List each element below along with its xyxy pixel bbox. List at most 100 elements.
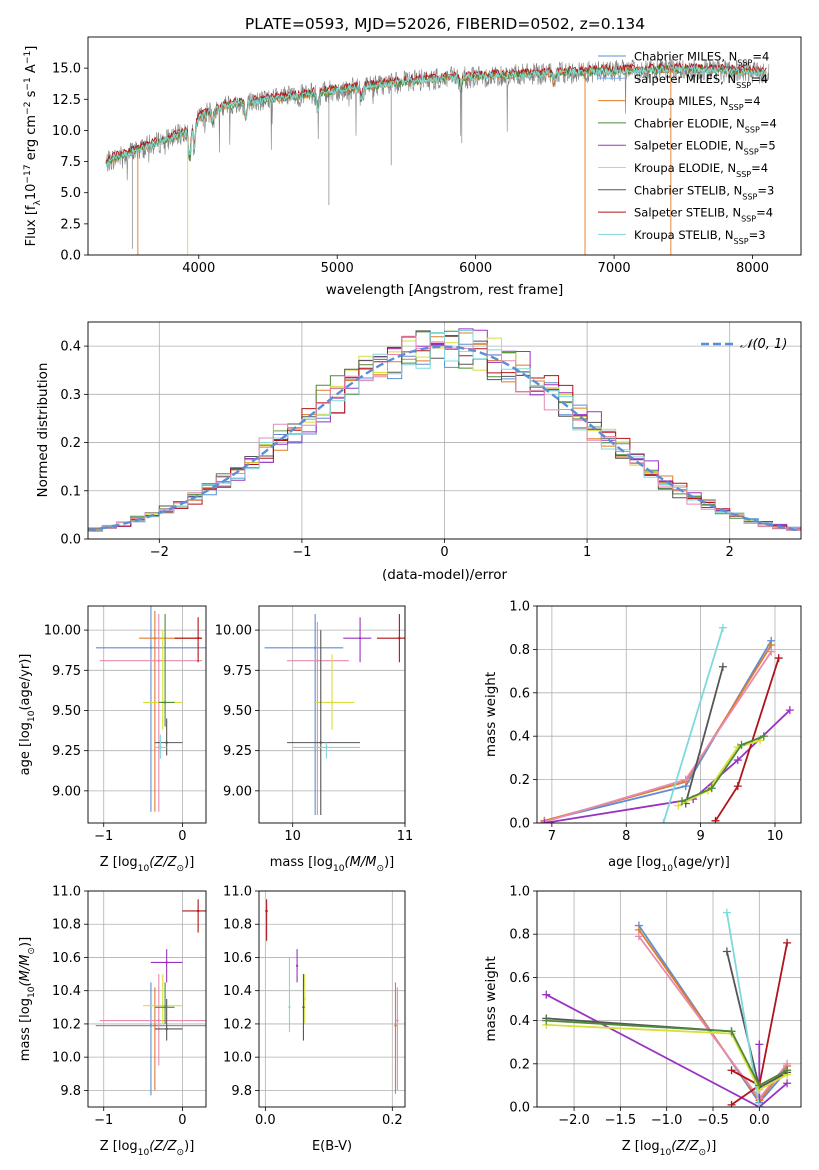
- y-axis-label-part: −17: [23, 164, 33, 183]
- legend-entry-part: SSP: [741, 214, 756, 223]
- plus-marker: [718, 623, 727, 632]
- x-tick-label: 2: [726, 545, 734, 560]
- y-axis-label-part: )]: [18, 937, 33, 947]
- series-line: [677, 739, 761, 807]
- y-axis-label-part: ⊙: [27, 947, 37, 955]
- axes-frame: [536, 605, 802, 824]
- x-axis-label-part: (age/yr)]: [673, 855, 730, 870]
- legend-entry-part: =3: [749, 228, 766, 242]
- legend-entry-part: =5: [759, 139, 776, 153]
- series-line: [681, 735, 765, 803]
- age_vs_mass-plot-area: [264, 614, 405, 815]
- y-tick-label: 7.5: [60, 155, 81, 170]
- plus-marker: [678, 797, 687, 806]
- legend-entry-part: SSP: [729, 103, 744, 112]
- y-axis-label: mass [log10(M/M⊙)]: [18, 937, 37, 1061]
- plus-marker: [722, 947, 731, 956]
- y-axis-label-part: s: [24, 90, 39, 101]
- data-point: [295, 964, 299, 967]
- axes-frame: [87, 36, 802, 256]
- x-axis-label-part: mass [log: [270, 855, 333, 870]
- y-tick-label: 9.50: [52, 704, 81, 719]
- x-axis-label-part: ⊙: [177, 864, 185, 874]
- data-point: [394, 1024, 397, 1027]
- mass_vs_Z-panel: −1 09.810.010.210.410.610.811.0Z [log10(Z…: [18, 885, 207, 1158]
- y-tick-label: 9.8: [231, 1084, 252, 1099]
- y-axis-label-part: 10: [27, 710, 37, 722]
- mass_vs_Z-plot-area: [95, 899, 206, 1096]
- data-point: [165, 1027, 168, 1031]
- x-axis-label-part: 10: [138, 864, 150, 874]
- legend-entry-part: =4: [744, 94, 761, 108]
- y-axis-label: mass weight: [483, 956, 499, 1041]
- spectrum-panel: 4000 5000 6000 7000 8000 0.0 2.5 5.0 7.5 10.0 12.5…: [23, 36, 802, 298]
- x-axis-label-part: ⊙: [177, 1148, 185, 1158]
- x-tick-label: 8: [622, 829, 630, 844]
- legend-entry-part: =4: [751, 72, 768, 86]
- y-axis-label-part: mass [log: [18, 998, 33, 1061]
- y-axis-label-part: (age/yr)]: [18, 654, 33, 711]
- legend-entry-part: Chabrier MILES, N: [634, 50, 737, 64]
- x-tick-label: 4000: [182, 261, 215, 276]
- y-tick-label: 12.5: [52, 93, 81, 108]
- y-tick-label: 5.0: [60, 186, 81, 201]
- x-tick-label: −1: [94, 829, 113, 844]
- y-tick-label: 9.00: [223, 784, 252, 799]
- x-tick-label: 0: [178, 1113, 186, 1128]
- plus-marker: [774, 654, 783, 663]
- x-axis-label-part: 10: [138, 1148, 150, 1158]
- y-tick-label: 10.0: [52, 124, 81, 139]
- legend-entry-part: SSP: [736, 170, 751, 179]
- legend-entry-part: Chabrier ELODIE, N: [634, 116, 745, 130]
- legend-entry-part: SSP: [734, 236, 749, 245]
- data-point: [196, 636, 200, 640]
- legend-entry-part: SSP: [737, 58, 752, 67]
- y-tick-label: 0.8: [509, 928, 530, 943]
- y-axis-label: Normed distribution: [35, 363, 51, 498]
- legend-entry: Kroupa ELODIE, NSSP=4: [634, 161, 768, 179]
- y-tick-label: 10.6: [52, 951, 81, 966]
- y-tick-label: 0.0: [509, 1101, 530, 1116]
- plus-marker: [733, 756, 742, 765]
- data-point: [165, 741, 168, 744]
- y-axis-label-part: (M/M: [18, 955, 33, 987]
- axes-frame: [87, 605, 207, 824]
- y-axis-label-part: Flux [f: [24, 205, 39, 246]
- mass_vs_ebv-panel: 0.0 0.2 9.8 10.0 10.2 10.4 10.6 10.8 11.0 E(B-V): [223, 885, 406, 1154]
- x-axis-label: E(B-V): [312, 1139, 352, 1154]
- data-point: [325, 746, 328, 749]
- y-tick-label: 10.2: [52, 1017, 81, 1032]
- plus-marker: [727, 1100, 736, 1107]
- y-tick-label: 2.5: [60, 217, 81, 232]
- plus-marker: [755, 1081, 764, 1090]
- plus-marker: [681, 775, 690, 784]
- legend-entry: 𝒩(0, 1): [740, 337, 787, 352]
- x-tick-label: −1.0: [651, 1113, 683, 1128]
- series-line: [684, 666, 724, 804]
- data-point: [302, 1006, 305, 1009]
- data-point: [398, 636, 401, 640]
- data-point: [157, 1019, 160, 1022]
- y-axis-label-part: −2: [23, 102, 33, 115]
- legend-entry: Chabrier MILES, NSSP=4: [634, 50, 769, 68]
- legend-entry: Chabrier ELODIE, NSSP=4: [634, 116, 777, 133]
- x-axis-label-part: ⊙: [376, 864, 384, 874]
- y-tick-label: 0.1: [60, 484, 81, 499]
- x-tick-label: 1: [583, 545, 591, 560]
- y-tick-label: 10.8: [52, 918, 81, 933]
- x-tick-label: −1.5: [605, 1113, 637, 1128]
- x-tick-label: 7000: [598, 261, 631, 276]
- plus-marker: [783, 1066, 792, 1075]
- legend-entry-part: Salpeter MILES, N: [634, 72, 736, 86]
- massweight_vs_Z-panel: −2.0 −1.5 −1.0 −0.5 0.0 0.0 0.2 0.4 0.6 0.8 1.0 Z […: [483, 885, 802, 1158]
- x-axis-label-part: 10: [660, 1148, 672, 1158]
- y-tick-label: 0.4: [509, 1014, 530, 1029]
- figure-title: PLATE=0593, MJD=52026, FIBERID=0502, z=0…: [245, 15, 645, 33]
- data-point: [153, 1024, 157, 1027]
- y-axis-label: mass weight: [483, 672, 499, 757]
- x-tick-label: −1: [94, 1113, 113, 1128]
- y-tick-label: 10.0: [52, 1051, 81, 1066]
- legend-entry: Salpeter ELODIE, NSSP=5: [634, 139, 776, 157]
- y-tick-label: 10.2: [223, 1017, 252, 1032]
